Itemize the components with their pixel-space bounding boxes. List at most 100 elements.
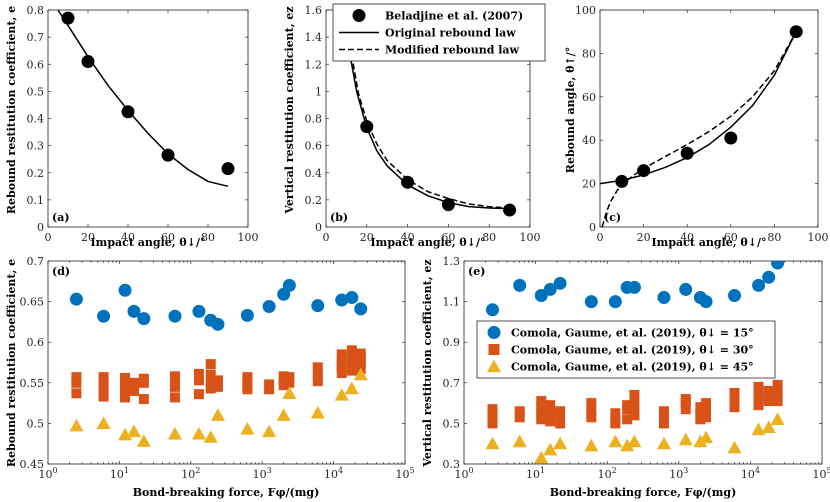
y-tick-label-b: 1.6 — [305, 4, 323, 17]
data-point-d-square — [312, 369, 323, 380]
data-point-d-triangle — [334, 387, 349, 401]
data-point-d-square — [205, 383, 216, 394]
data-point-d-square — [169, 381, 180, 392]
data-point-b-circle — [441, 198, 455, 212]
data-point-e-square — [658, 418, 669, 429]
data-point-d-circle — [192, 304, 206, 318]
data-point-e-square — [487, 418, 498, 429]
x-tick-label-c: 20 — [637, 231, 651, 244]
data-point-d-circle — [97, 309, 111, 323]
data-point-d-circle — [168, 309, 182, 323]
y-tick-label-b: 0.2 — [305, 194, 323, 207]
y-tick-label-b: 0.4 — [305, 167, 323, 180]
data-point-e-triangle — [678, 432, 693, 446]
data-point-d-square — [346, 345, 357, 356]
legend-box-e — [476, 320, 776, 379]
data-point-e-circle — [752, 278, 766, 292]
data-point-e-triangle — [627, 434, 642, 448]
y-tick-label-e: 0.9 — [443, 336, 461, 349]
data-point-d-square — [312, 362, 323, 373]
x-tick-label-b: 100 — [520, 231, 541, 244]
data-point-e-square — [701, 398, 712, 409]
data-point-d-square — [284, 372, 295, 383]
x-tick-label-a: 60 — [161, 231, 175, 244]
xlabel-c: Impact angle, θ↓/° — [652, 236, 767, 249]
data-point-d-square — [336, 368, 347, 379]
legend-entry-e: Comola, Gaume, et al. (2019), θ↓ = 30° — [511, 344, 754, 357]
data-point-e-triangle — [543, 442, 558, 456]
y-tick-label-d: 0.5 — [27, 417, 45, 430]
x-tick-label-e: 101 — [526, 466, 545, 481]
x-tick-label-d: 104 — [324, 466, 343, 481]
legend-entry-b: Modified rebound law — [385, 44, 520, 57]
y-tick-label-e: 0.3 — [443, 458, 461, 471]
y-tick-label-a: 0.4 — [27, 113, 45, 126]
data-point-e-triangle — [751, 422, 766, 436]
y-tick-label-a: 0.3 — [27, 140, 45, 153]
data-point-e-circle — [762, 270, 776, 284]
data-point-a-circle — [121, 105, 135, 119]
data-point-e-circle — [728, 289, 742, 303]
data-point-d-triangle — [118, 427, 133, 441]
data-point-e-circle — [627, 280, 641, 294]
data-point-d-square — [71, 388, 82, 399]
data-point-d-square — [98, 372, 109, 383]
data-point-d-square — [138, 394, 149, 405]
data-point-c-circle — [789, 25, 803, 39]
data-point-e-square — [610, 418, 621, 429]
y-tick-label-b: 1.4 — [305, 31, 323, 44]
data-point-e-triangle — [584, 438, 599, 452]
data-point-e-square — [586, 398, 597, 409]
data-point-e-square — [695, 402, 706, 413]
data-point-d-circle — [69, 292, 83, 306]
data-point-e-triangle — [553, 436, 568, 450]
data-point-e-square — [545, 400, 556, 411]
y-tick-label-a: 0.6 — [27, 58, 45, 71]
data-point-d-square — [120, 376, 131, 387]
data-point-e-square — [680, 398, 691, 409]
data-point-d-square — [264, 384, 275, 395]
data-point-d-square — [71, 372, 82, 383]
data-point-e-circle — [608, 295, 622, 309]
y-tick-label-e: 1.1 — [443, 296, 461, 309]
axes-box-a — [47, 9, 249, 228]
x-tick-label-c: 0 — [597, 231, 604, 244]
legend-e: Comola, Gaume, et al. (2019), θ↓ = 15° Co… — [476, 320, 776, 379]
series-line-a — [57, 10, 229, 188]
legend-b: Beladjine et al. (2007) Original rebound … — [332, 3, 546, 62]
plot-area-e — [485, 261, 785, 464]
legend-marker-b — [352, 9, 366, 22]
data-point-d-triangle — [353, 367, 368, 381]
y-tick-label-a: 0.5 — [27, 85, 45, 98]
y-tick-label-d: 0.7 — [27, 255, 45, 268]
y-tick-label-d: 0.65 — [20, 296, 45, 309]
y-tick-label-c: 40 — [582, 134, 596, 147]
data-point-e-square — [514, 412, 525, 423]
data-point-d-circle — [137, 312, 151, 326]
data-point-e-square — [487, 404, 498, 415]
panel-d: 100 101 102 103 104 105 0.45 0.5 0.55 0.6 0.65 0.7 (… — [20, 255, 415, 481]
data-point-e-circle — [513, 278, 527, 292]
x-tick-label-a: 20 — [81, 231, 95, 244]
xlabel-e: Bond-breaking force, Fφ/(mg) — [550, 486, 737, 499]
data-point-e-square — [629, 410, 640, 421]
ylabel-a: Rebound restitution coefficient, e — [5, 6, 18, 214]
y-tick-label-b: 0.8 — [305, 113, 323, 126]
y-tick-label-a: 0 — [37, 221, 44, 234]
data-point-e-square — [772, 396, 783, 407]
series-line-c — [601, 31, 797, 227]
data-point-e-square — [536, 408, 547, 419]
data-point-d-triangle — [191, 426, 206, 440]
data-point-b-circle — [401, 175, 415, 189]
data-point-d-circle — [335, 293, 349, 307]
x-tick-label-b: 0 — [323, 231, 330, 244]
data-point-e-triangle — [699, 430, 714, 444]
data-point-c-circle — [637, 164, 651, 178]
data-point-d-square — [71, 377, 82, 388]
panel-label-a: (a) — [52, 211, 70, 224]
y-tick-label-c: 0 — [589, 221, 596, 234]
data-point-e-square — [514, 406, 525, 417]
series-line-c — [600, 31, 797, 185]
legend-marker-e — [487, 359, 501, 373]
